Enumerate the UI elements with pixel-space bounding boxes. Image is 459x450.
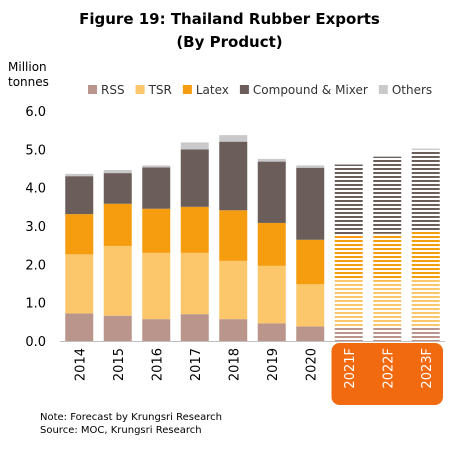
bar-segment-latex-2016 bbox=[142, 208, 171, 253]
source-note: Source: MOC, Krungsri Research bbox=[40, 425, 202, 436]
legend-swatch-rss bbox=[88, 85, 97, 94]
bar-segment-tsr-2019 bbox=[257, 265, 286, 324]
x-tick-label-2020: 2020 bbox=[304, 348, 319, 381]
forecast-highlight-box bbox=[331, 343, 443, 405]
legend-label-others: Others bbox=[392, 83, 432, 97]
bar-segment-others-2016 bbox=[142, 165, 171, 168]
bar-segment-rss-2016 bbox=[142, 319, 171, 341]
y-tick-label: 5.0 bbox=[25, 143, 46, 158]
bar-segment-latex-2023f bbox=[411, 230, 440, 279]
bar-segment-tsr-2018 bbox=[219, 260, 248, 320]
bar-segment-latex-2021f bbox=[334, 235, 363, 280]
bar-segment-rss-2019 bbox=[257, 323, 286, 341]
legend-label-latex: Latex bbox=[196, 83, 229, 97]
x-tick-label-2015: 2015 bbox=[112, 348, 127, 381]
x-tick-label-2022f: 2022F bbox=[381, 348, 396, 389]
x-tick-label-2014: 2014 bbox=[73, 348, 88, 381]
bar-segment-tsr-2023f bbox=[411, 278, 440, 327]
bar-segment-compound-and-mixer-2014 bbox=[65, 176, 94, 215]
bar-segment-others-2014 bbox=[65, 173, 94, 177]
x-tick-label-2017: 2017 bbox=[189, 348, 204, 381]
bar-segment-rss-2021f bbox=[334, 327, 363, 341]
bar-segment-latex-2022f bbox=[373, 233, 402, 281]
legend-swatch-compound-and-mixer bbox=[239, 85, 249, 94]
bar-segment-compound-and-mixer-2018 bbox=[219, 141, 248, 211]
bar-segment-rss-2022f bbox=[373, 327, 402, 341]
bar-segment-tsr-2021f bbox=[334, 279, 363, 328]
legend-swatch-others bbox=[378, 85, 388, 94]
bar-segment-compound-and-mixer-2019 bbox=[257, 161, 286, 223]
legend-swatch-latex bbox=[182, 85, 192, 94]
bar-segment-compound-and-mixer-2015 bbox=[103, 173, 132, 204]
bar-segment-tsr-2022f bbox=[373, 280, 402, 328]
bar-segment-others-2019 bbox=[257, 158, 286, 162]
x-tick-label-2023f: 2023F bbox=[420, 348, 435, 389]
bar-segment-latex-2018 bbox=[219, 210, 248, 261]
bar-segment-others-2015 bbox=[103, 170, 132, 174]
bar-segment-tsr-2020 bbox=[296, 284, 325, 327]
bar-segment-latex-2017 bbox=[180, 206, 209, 253]
chart-title: Figure 19: Thailand Rubber Exports bbox=[79, 10, 380, 28]
chart-subtitle: (By Product) bbox=[176, 33, 283, 51]
chart-notes: Note: Forecast by Krungsri Research Sour… bbox=[40, 411, 222, 437]
x-tick-label-2016: 2016 bbox=[150, 348, 165, 381]
y-tick-label: 2.0 bbox=[25, 258, 46, 273]
bar-segment-latex-2020 bbox=[296, 239, 325, 285]
bar-segment-rss-2018 bbox=[219, 319, 248, 341]
legend-label-compound-and-mixer: Compound & Mixer bbox=[253, 83, 368, 97]
bar-segment-compound-and-mixer-2017 bbox=[180, 149, 209, 207]
y-tick-label: 1.0 bbox=[25, 297, 46, 312]
legend-label-rss: RSS bbox=[101, 83, 125, 97]
bar-segment-others-2021f bbox=[334, 162, 363, 165]
bar-segment-compound-and-mixer-2021f bbox=[334, 164, 363, 236]
forecast-note: Note: Forecast by Krungsri Research bbox=[40, 412, 222, 423]
bar-segment-rss-2020 bbox=[296, 326, 325, 341]
bar-segment-rss-2023f bbox=[411, 326, 440, 341]
legend-swatch-tsr bbox=[135, 85, 145, 94]
y-tick-label: 3.0 bbox=[25, 220, 46, 235]
x-tick-label-2018: 2018 bbox=[227, 348, 242, 381]
bar-segment-compound-and-mixer-2022f bbox=[373, 157, 402, 234]
bar-segment-compound-and-mixer-2020 bbox=[296, 167, 325, 240]
bar-segment-others-2020 bbox=[296, 165, 325, 168]
bar-segment-others-2022f bbox=[373, 155, 402, 157]
bar-segment-tsr-2016 bbox=[142, 252, 171, 320]
bar-segment-others-2023f bbox=[411, 148, 440, 151]
legend-label-tsr: TSR bbox=[148, 83, 172, 97]
y-axis-unit: Million tonnes bbox=[8, 60, 49, 89]
bar-segment-compound-and-mixer-2023f bbox=[411, 150, 440, 231]
bar-segment-tsr-2015 bbox=[103, 245, 132, 316]
bar-segment-rss-2015 bbox=[103, 315, 132, 341]
x-tick-label-2021f: 2021F bbox=[343, 348, 358, 389]
x-tick-label-2019: 2019 bbox=[266, 348, 281, 381]
bar-segment-others-2018 bbox=[219, 135, 248, 142]
y-tick-label: 4.0 bbox=[25, 182, 46, 197]
bar-segment-tsr-2014 bbox=[65, 254, 94, 314]
bar-segment-rss-2017 bbox=[180, 314, 209, 341]
bar-segment-rss-2014 bbox=[65, 313, 94, 341]
y-tick-label: 0.0 bbox=[25, 335, 46, 350]
bar-segment-latex-2015 bbox=[103, 203, 132, 246]
bar-segment-tsr-2017 bbox=[180, 252, 209, 315]
bar-segment-latex-2019 bbox=[257, 222, 286, 266]
bar-segment-compound-and-mixer-2016 bbox=[142, 167, 171, 209]
bar-segment-latex-2014 bbox=[65, 214, 94, 255]
y-tick-label: 6.0 bbox=[25, 105, 46, 120]
bar-segment-others-2017 bbox=[180, 142, 209, 150]
